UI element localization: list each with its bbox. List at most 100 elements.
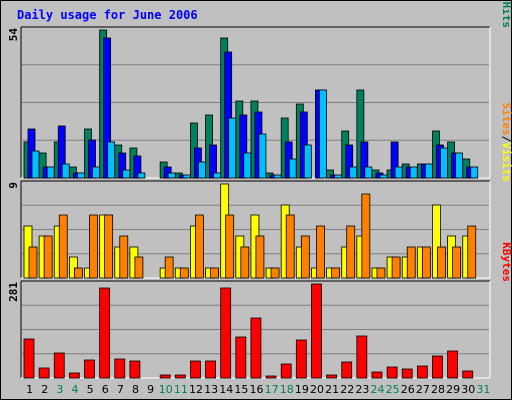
bar-files-day-15	[239, 114, 248, 179]
bar-kbytes-day-24	[371, 371, 383, 379]
bar-pages-day-29	[455, 152, 464, 179]
bar-kbytes-day-6	[99, 287, 111, 379]
x-tick-label: 15	[234, 383, 248, 396]
bar-sites-day-16	[255, 235, 265, 279]
bar-visits-day-4	[68, 256, 78, 279]
bar-files-day-23	[360, 141, 369, 179]
x-tick-label: 11	[174, 383, 188, 396]
bar-kbytes-day-30	[462, 370, 474, 379]
bar-kbytes-day-4	[68, 372, 80, 379]
bar-kbytes-day-21	[326, 374, 337, 379]
x-tick-label: 1	[26, 383, 33, 396]
axis-label-part: Sites	[500, 103, 512, 136]
x-tick-label: 29	[446, 383, 460, 396]
bar-sites-day-19	[300, 235, 310, 279]
bar-files-day-13	[209, 144, 217, 179]
x-tick-label: 27	[416, 383, 430, 396]
bar-sites-day-20	[316, 225, 325, 279]
bar-pages-day-2	[46, 166, 55, 179]
bar-pages-day-8	[137, 172, 146, 179]
bar-kbytes-day-28	[432, 355, 443, 379]
bar-kbytes-day-18	[280, 363, 292, 379]
panel-kbytes: 281 KBytes	[7, 242, 512, 379]
x-tick-label: 22	[340, 383, 354, 396]
bar-files-day-10	[163, 166, 172, 179]
bar-pages-day-27	[424, 163, 433, 179]
bar-sites-day-12	[195, 214, 204, 279]
bar-hits-day-23	[356, 89, 365, 179]
bar-sites-day-18	[285, 214, 295, 279]
x-tick-label: 12	[189, 383, 203, 396]
scale-label: 9	[7, 182, 20, 189]
x-tick-label: 10	[159, 383, 173, 396]
panel-axis-label: Sites/Visits	[500, 103, 512, 183]
bar-pages-day-21	[334, 174, 342, 179]
bar-kbytes-day-13	[205, 360, 216, 379]
panel-axis-label: Pages/Files/Hits	[500, 0, 512, 28]
bar-sites-day-27	[421, 246, 431, 279]
x-tick-label: 3	[56, 383, 63, 396]
bar-sites-day-2	[43, 235, 53, 279]
bar-sites-day-28	[437, 246, 446, 279]
bar-kbytes-day-10	[159, 374, 171, 379]
x-tick-label: 8	[132, 383, 139, 396]
bar-sites-day-13	[210, 267, 219, 279]
bar-kbytes-day-11	[174, 374, 186, 379]
bar-kbytes-day-8	[129, 360, 141, 379]
x-tick-label: 26	[401, 383, 415, 396]
bar-sites-day-3	[58, 214, 68, 279]
bar-pages-day-16	[258, 133, 267, 179]
bar-files-day-3	[57, 125, 66, 179]
bar-sites-day-4	[73, 267, 83, 279]
bar-sites-day-1	[28, 246, 38, 279]
x-tick-label: 17	[265, 383, 279, 396]
x-tick-label: 5	[87, 383, 94, 396]
bar-sites-day-26	[406, 246, 416, 279]
bar-pages-day-14	[228, 117, 237, 179]
bar-files-day-5	[88, 139, 96, 179]
bar-sites-day-14	[225, 214, 235, 279]
bar-pages-day-11	[182, 174, 191, 179]
scale-label: 54	[7, 28, 20, 42]
panel-visits-sites: 9 Sites/Visits	[7, 103, 512, 279]
bar-kbytes-day-5	[84, 359, 95, 379]
x-tick-label: 14	[219, 383, 233, 396]
bar-kbytes-day-23	[356, 335, 368, 379]
bar-pages-day-23	[364, 166, 373, 179]
bar-pages-day-28	[440, 147, 448, 179]
bar-sites-day-5	[89, 214, 98, 279]
bar-sites-day-25	[391, 256, 401, 279]
x-tick-label: 21	[325, 383, 339, 396]
bar-sites-day-6	[104, 214, 114, 279]
axis-label-part: KBytes	[500, 242, 512, 282]
bar-visits-day-28	[432, 204, 441, 279]
bar-pages-day-10	[167, 172, 176, 179]
axis-label-part: /	[500, 0, 512, 2]
bar-kbytes-day-27	[416, 365, 428, 379]
x-tick-label: 30	[461, 383, 475, 396]
x-tick-label: 2	[41, 383, 48, 396]
bar-sites-day-11	[179, 267, 189, 279]
bar-pages-day-30	[470, 166, 479, 179]
bar-kbytes-day-12	[190, 360, 201, 379]
x-tick-label: 13	[204, 383, 218, 396]
bar-kbytes-day-17	[265, 375, 277, 379]
x-tick-label: 20	[310, 383, 324, 396]
bar-kbytes-day-22	[341, 361, 353, 379]
bar-files-day-7	[118, 152, 127, 179]
x-tick-label: 31	[476, 383, 490, 396]
bar-sites-day-21	[331, 267, 340, 279]
bar-sites-day-23	[361, 193, 371, 279]
bar-pages-day-24	[379, 174, 388, 179]
bar-sites-day-17	[270, 267, 280, 279]
bar-pages-day-3	[61, 163, 70, 179]
bar-kbytes-day-7	[114, 358, 126, 379]
bar-pages-day-5	[92, 166, 100, 179]
bar-kbytes-day-14	[220, 287, 232, 379]
bar-kbytes-day-20	[311, 283, 322, 379]
bar-sites-day-7	[119, 235, 129, 279]
x-tick-label: 25	[386, 383, 400, 396]
bar-sites-day-24	[376, 267, 386, 279]
bar-pages-day-22	[349, 166, 358, 179]
